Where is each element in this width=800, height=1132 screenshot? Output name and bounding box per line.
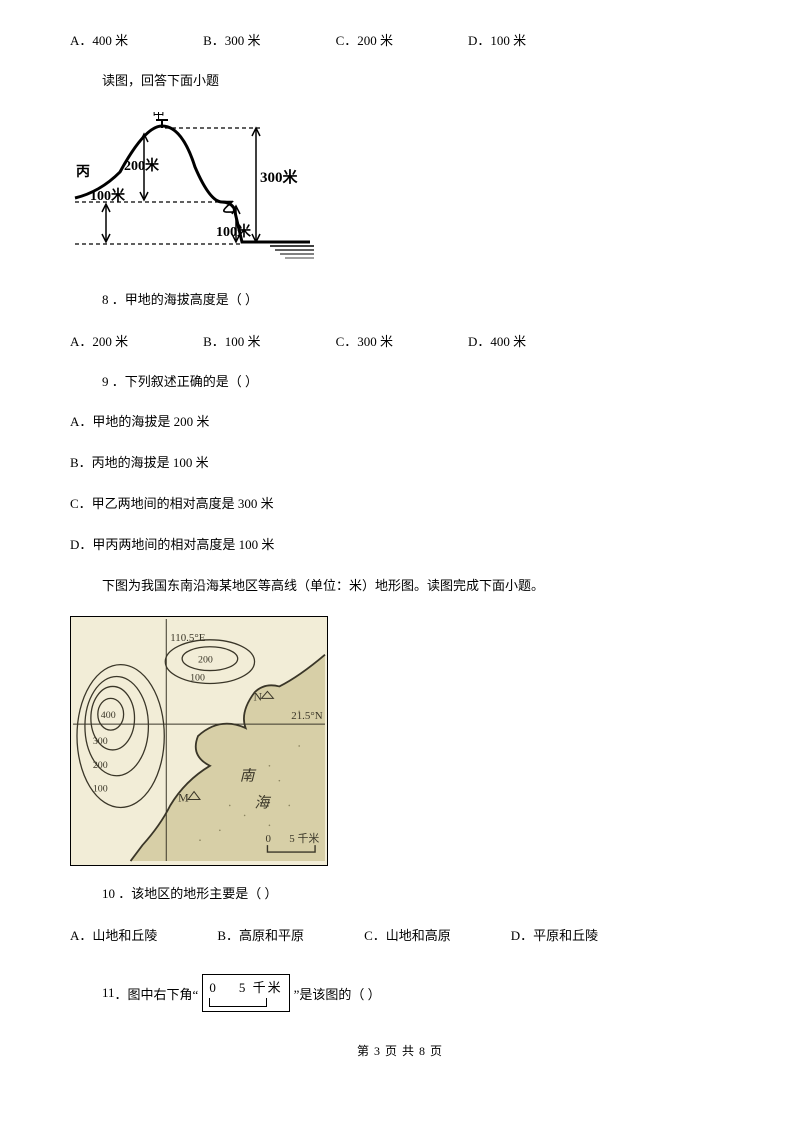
svg-text:200米: 200米 (124, 157, 160, 174)
footer-a: 第 (357, 1044, 370, 1058)
q10-stem: 10 ．该地区的地形主要是（ ） (70, 884, 730, 905)
q7-opt-c: C．200 米 (336, 30, 393, 49)
q7-opt-b: B．300 米 (203, 30, 260, 49)
q8-opt-a: A．200 米 (70, 331, 128, 350)
q10-opt-d: D．平原和丘陵 (511, 925, 598, 944)
q9-opt-d: D．甲丙两地间的相对高度是 100 米 (70, 535, 730, 556)
q8-number: 8 (102, 292, 109, 307)
q8-opt-d: D．400 米 (468, 331, 526, 350)
q11-stem: 11 ．图中右下角“ 0 5 千米 ”是该图的（ ） (70, 974, 730, 1012)
svg-text:乙: 乙 (222, 200, 236, 216)
page-content: A．400 米 B．300 米 C．200 米 D．100 米 读图，回答下面小… (0, 0, 800, 1079)
figure-elevation-profile: 甲 丙 乙 200米 100米 300米 100米 (70, 112, 315, 272)
svg-text:200: 200 (93, 760, 108, 771)
footer-d: 8 (419, 1044, 426, 1058)
q10-number: 10 (102, 886, 115, 901)
svg-text:100米: 100米 (90, 187, 126, 204)
svg-text:100: 100 (93, 784, 108, 795)
q11-text-b: ”是该图的（ ） (294, 984, 381, 1003)
footer-c: 页 共 (385, 1044, 415, 1058)
q8-opt-c: C．300 米 (336, 331, 393, 350)
scale-0: 0 (209, 980, 218, 995)
svg-text:5 千米: 5 千米 (289, 833, 319, 846)
footer-b: 3 (374, 1044, 381, 1058)
scale-box-inline: 0 5 千米 (202, 974, 289, 1012)
instruction-2: 下图为我国东南沿海某地区等高线（单位：米）地形图。读图完成下面小题。 (70, 576, 730, 597)
scale-5km: 5 千米 (239, 980, 283, 995)
q10-text: ．该地区的地形主要是（ ） (118, 886, 277, 901)
svg-text:M: M (178, 791, 189, 805)
q9-text: ．下列叙述正确的是（ ） (112, 374, 258, 389)
q9-opt-a: A．甲地的海拔是 200 米 (70, 412, 730, 433)
q11-number: 11 (102, 985, 115, 1001)
q9-stem: 9 ．下列叙述正确的是（ ） (70, 372, 730, 393)
svg-text:N: N (254, 690, 263, 704)
q8-text: ．甲地的海拔高度是（ ） (112, 292, 258, 307)
q10-opt-c: C．山地和高原 (364, 925, 451, 944)
q10-opt-a: A．山地和丘陵 (70, 925, 157, 944)
svg-text:甲: 甲 (152, 112, 165, 121)
q8-stem: 8 ．甲地的海拔高度是（ ） (70, 290, 730, 311)
scale-bar-icon (209, 998, 267, 1007)
svg-text:200: 200 (198, 655, 213, 666)
svg-text:丙: 丙 (76, 164, 90, 180)
q11-text-a: ．图中右下角“ (115, 984, 199, 1003)
q10-options: A．山地和丘陵 B．高原和平原 C．山地和高原 D．平原和丘陵 (70, 925, 730, 944)
footer-e: 页 (430, 1044, 443, 1058)
svg-text:21.5°N: 21.5°N (291, 711, 322, 723)
svg-text:100: 100 (190, 673, 205, 684)
svg-text:海: 海 (255, 795, 272, 812)
page-footer: 第 3 页 共 8 页 (70, 1042, 730, 1059)
q9-opt-b: B．丙地的海拔是 100 米 (70, 453, 730, 474)
q7-opt-d: D．100 米 (468, 30, 526, 49)
svg-text:400: 400 (101, 711, 116, 722)
q8-options: A．200 米 B．100 米 C．300 米 D．400 米 (70, 331, 730, 350)
q9-opt-c: C．甲乙两地间的相对高度是 300 米 (70, 494, 730, 515)
q7-opt-a: A．400 米 (70, 30, 128, 49)
svg-text:100米: 100米 (216, 223, 252, 240)
figure-contour-map: 110.5°E 21.5°N 400 300 200 100 200 100 N… (70, 616, 328, 866)
instruction-1: 读图，回答下面小题 (70, 71, 730, 92)
svg-text:0: 0 (265, 834, 271, 846)
q7-options: A．400 米 B．300 米 C．200 米 D．100 米 (70, 30, 730, 49)
svg-text:300米: 300米 (260, 168, 299, 186)
svg-text:南: 南 (240, 768, 257, 785)
svg-text:300: 300 (93, 736, 108, 747)
q8-opt-b: B．100 米 (203, 331, 260, 350)
q10-opt-b: B．高原和平原 (217, 925, 304, 944)
q9-number: 9 (102, 374, 109, 389)
